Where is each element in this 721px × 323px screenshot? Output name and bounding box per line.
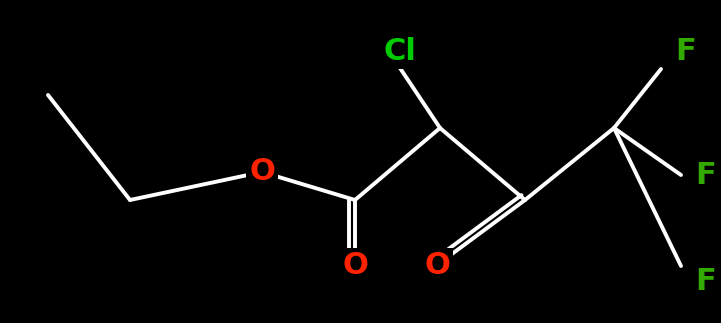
Text: O: O [249, 158, 275, 186]
Text: O: O [424, 251, 450, 279]
Text: F: F [676, 37, 696, 67]
Text: F: F [696, 161, 717, 190]
Text: O: O [342, 251, 368, 279]
Text: F: F [696, 267, 717, 297]
Text: Cl: Cl [384, 37, 417, 67]
